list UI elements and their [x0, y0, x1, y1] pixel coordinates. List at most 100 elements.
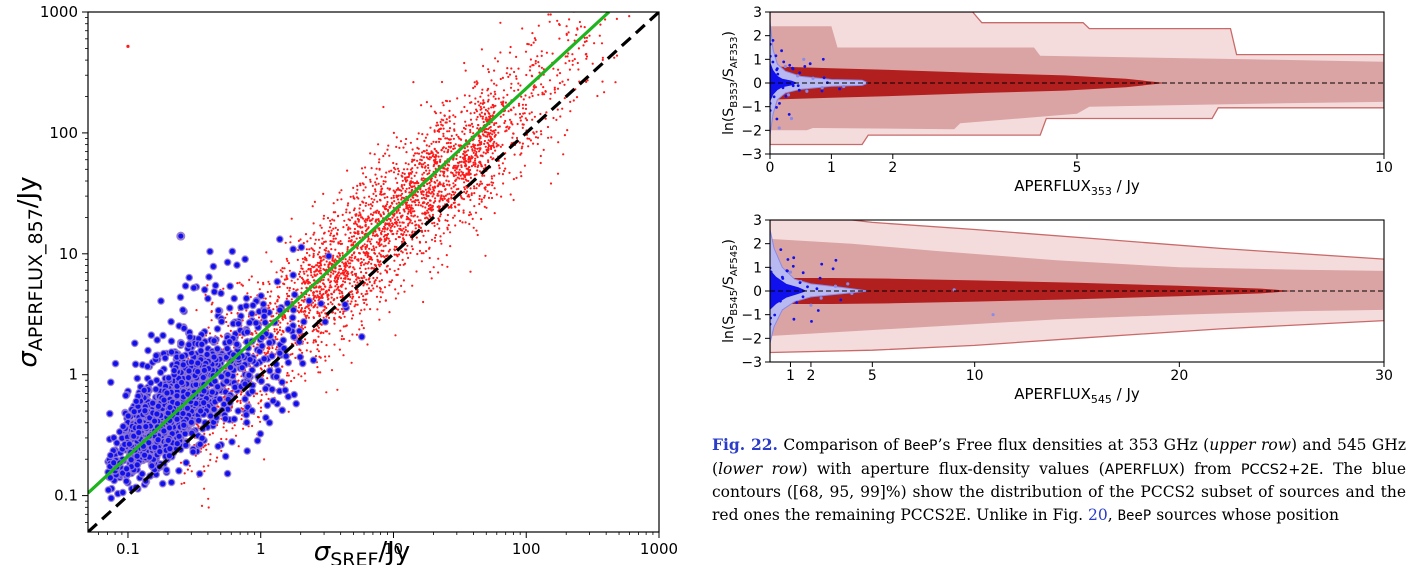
pccs2e-point [384, 244, 387, 247]
pccs2e-point [324, 249, 327, 252]
pccs2e-point [388, 170, 391, 173]
pccs2e-point [398, 212, 401, 215]
pccs2-point [200, 285, 209, 294]
pccs2e-point [256, 415, 260, 419]
pccs2e-point [386, 148, 389, 151]
pccs2e-point [375, 295, 379, 298]
pccs2e-point [207, 326, 210, 329]
pccs2e-point [302, 300, 305, 303]
pccs2e-point [437, 194, 440, 197]
pccs2e-point [476, 233, 479, 237]
pccs2e-point [392, 194, 395, 197]
pccs2e-point [366, 244, 369, 247]
pccs2e-point [425, 149, 428, 152]
pccs2e-point [334, 226, 337, 229]
pccs2e-point [400, 198, 403, 201]
pccs2e-point [439, 239, 442, 242]
pccs2e-point [334, 285, 337, 288]
pccs2e-point [313, 270, 316, 273]
pccs2e-point [472, 226, 475, 229]
pccs2e-point [403, 210, 406, 213]
pccs2e-point [441, 170, 444, 173]
pccs2e-point [543, 93, 546, 96]
pccs2e-point [438, 227, 441, 230]
pccs2-point [146, 378, 155, 387]
pccs2e-point [304, 233, 308, 236]
pccs2e-point [377, 161, 381, 164]
pccs2e-point [303, 295, 306, 299]
pccs2e-point [492, 157, 495, 160]
pccs2e-point [446, 213, 449, 217]
pccs2e-point [510, 109, 513, 112]
pccs2e-point [359, 203, 362, 206]
pccs2e-point [493, 69, 496, 72]
pccs2e-point [494, 149, 497, 152]
pccs2-point [248, 387, 257, 396]
pccs2e-point [615, 54, 619, 57]
pccs2e-point [275, 271, 278, 274]
pccs2-point [260, 312, 269, 321]
pccs2e-point [459, 155, 462, 159]
pccs2e-point [330, 229, 333, 232]
pccs2e-point [410, 177, 413, 180]
pccs2e-point [399, 263, 402, 267]
pccs2e-point [359, 214, 362, 217]
pccs2e-point [481, 133, 485, 136]
pccs2-point [189, 448, 198, 456]
pccs2e-point [357, 219, 360, 222]
pccs2e-point [304, 315, 307, 318]
pccs2e-point [540, 83, 543, 86]
pccs2e-point [521, 27, 524, 30]
pccs2-point [156, 368, 165, 377]
pccs2e-point [186, 468, 189, 471]
pccs2e-point [324, 240, 327, 243]
pccs2e-point [309, 309, 312, 312]
pccs2e-point [432, 165, 435, 168]
pccs2-point [268, 352, 276, 360]
pccs2-point [107, 494, 116, 503]
pccs2e-point [330, 292, 333, 295]
pccs2e-point [269, 319, 272, 322]
pccs2e-point [436, 151, 439, 154]
pccs2e-point [461, 221, 464, 224]
pccs2e-point [565, 25, 568, 28]
pccs2e-point [397, 253, 401, 256]
pccs2e-point [448, 127, 452, 130]
pccs2e-point [360, 216, 364, 219]
pccs2-point [223, 258, 232, 267]
pccs2e-point [350, 317, 354, 320]
pccs2e-point [411, 170, 414, 173]
pccs2e-point [348, 237, 351, 240]
pccs2e-point [387, 217, 390, 220]
pccs2e-point [464, 157, 467, 160]
pccs2e-point [468, 214, 471, 217]
pccs2e-point [535, 130, 538, 133]
pccs2e-point [493, 212, 496, 215]
pccs2e-point [388, 224, 391, 227]
pccs2-point [196, 407, 205, 415]
pccs2e-point [305, 305, 308, 308]
pccs2e-point [478, 161, 481, 164]
pccs2e-point [438, 130, 441, 133]
pccs2e-point [351, 333, 354, 336]
pccs2e-point [524, 117, 527, 120]
pccs2e-point [340, 267, 343, 271]
pccs2e-point [450, 134, 453, 137]
pccs2-point [249, 301, 257, 310]
pccs2e-point [348, 282, 351, 285]
pccs2e-point [317, 335, 320, 338]
pccs2e-point [469, 118, 473, 121]
pccs2e-point [541, 93, 544, 96]
pccs2e-point [431, 208, 435, 211]
pccs2-point [170, 366, 179, 375]
pccs2-point [203, 350, 212, 359]
pccs2e-point [377, 242, 380, 246]
pccs2e-point [388, 248, 392, 251]
pccs2e-point [400, 240, 404, 243]
pccs2e-point [417, 204, 420, 207]
pccs2e-point [391, 202, 394, 205]
pccs2e-point [333, 219, 336, 222]
pccs2-point [167, 317, 176, 326]
pccs2e-point [344, 233, 347, 236]
pccs2-point [176, 293, 185, 302]
